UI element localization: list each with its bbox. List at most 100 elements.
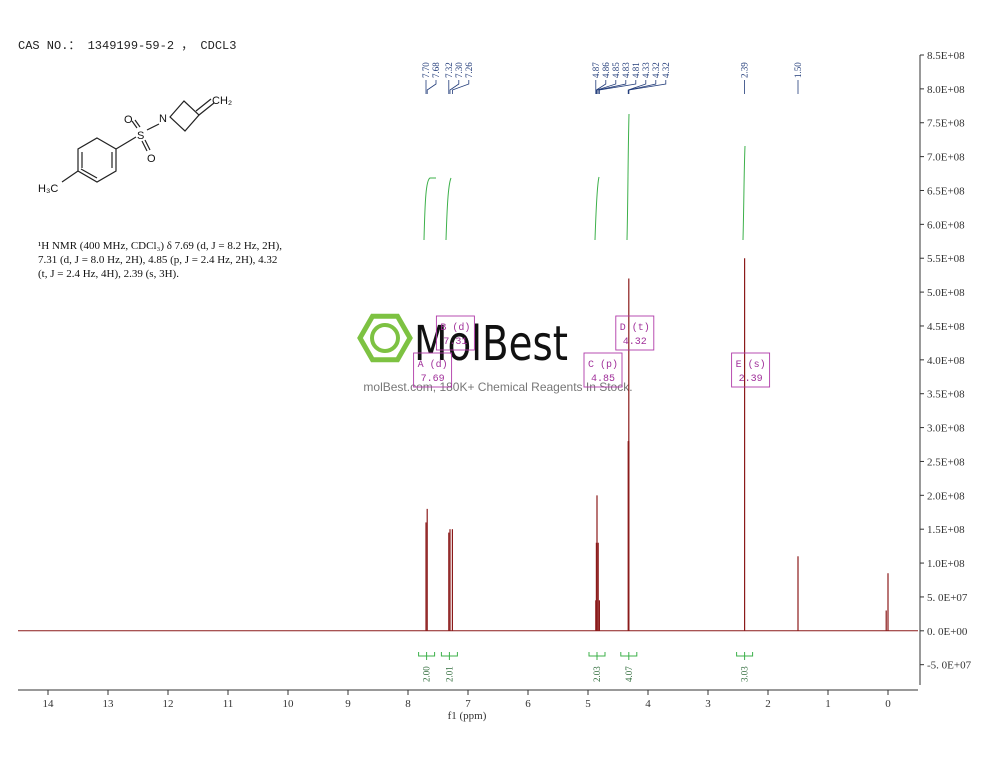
x-tick-label: 2 — [765, 698, 771, 710]
peak-label: 2.39 — [740, 62, 750, 78]
peak-label: 4.81 — [631, 62, 641, 78]
x-tick-label: 3 — [705, 698, 711, 710]
bond — [146, 123, 160, 131]
peak-label: 4.32 — [651, 62, 661, 78]
atom-label: S — [137, 130, 144, 142]
y-tick-label: 3.0E+08 — [927, 423, 965, 435]
y-tick-label: 1.0E+08 — [927, 558, 965, 570]
peak-connector — [627, 80, 647, 94]
x-axis-title: f1 (ppm) — [448, 710, 487, 722]
peak-connector — [449, 80, 460, 94]
y-tick-label: 7.0E+08 — [927, 152, 965, 164]
integral-bracket — [440, 652, 458, 660]
bond — [134, 119, 141, 128]
peak-connector — [452, 80, 470, 94]
atom-label: N — [159, 113, 167, 125]
integral-curve — [423, 177, 436, 241]
integral-label: 2.00 — [422, 666, 432, 682]
x-tick-label: 6 — [525, 698, 531, 710]
peak-connector — [596, 80, 617, 94]
y-tick-label: 5. 0E+07 — [927, 592, 968, 604]
peak-connector — [597, 80, 627, 94]
y-tick-label: 4.0E+08 — [927, 355, 965, 367]
multiplet-label: D (t) — [620, 322, 650, 334]
peak-label: 4.85 — [611, 62, 621, 78]
multiplet-label: B (d) — [440, 322, 470, 334]
y-tick-label: 2.5E+08 — [927, 456, 965, 468]
integral-curve — [445, 177, 452, 241]
atom-label: O — [124, 114, 133, 126]
peak-label: 7.70 — [421, 62, 431, 78]
y-tick-label: 7.5E+08 — [927, 118, 965, 130]
description-line: ¹H NMR (400 MHz, CDCl₃) δ 7.69 (d, J = 8… — [38, 240, 282, 252]
y-tick-label: 4.5E+08 — [927, 321, 965, 333]
x-tick-label: 11 — [223, 698, 234, 710]
multiplet-label: C (p) — [588, 359, 618, 371]
x-tick-label: 4 — [645, 698, 651, 710]
y-tick-label: 3.5E+08 — [927, 389, 965, 401]
y-tick-label: 6.0E+08 — [927, 219, 965, 231]
integral-curve — [594, 176, 600, 241]
peak-label: 4.87 — [591, 62, 601, 78]
bond — [144, 139, 151, 151]
y-tick-label: 1.5E+08 — [927, 524, 965, 536]
integral-label: 2.03 — [592, 666, 602, 682]
multiplet-label: E (s) — [736, 359, 766, 371]
atom-label: CH₂ — [212, 95, 232, 107]
peak-connector — [628, 80, 657, 94]
peak-connector — [596, 80, 607, 94]
bond — [198, 102, 215, 116]
cas-header: CAS NO.： 1349199-59-2 ， CDCL3 — [18, 39, 236, 53]
y-tick-label: 5.0E+08 — [927, 287, 965, 299]
multiplet-shift: 4.32 — [623, 337, 647, 348]
y-tick-label: 5.5E+08 — [927, 253, 965, 265]
description-line: (t, J = 2.4 Hz, 4H), 2.39 (s, 3H). — [38, 268, 179, 280]
x-tick-label: 7 — [465, 698, 471, 710]
x-tick-label: 5 — [585, 698, 591, 710]
logo-icon — [370, 323, 400, 353]
integral-curves — [423, 113, 746, 241]
benzene-ring — [77, 137, 117, 183]
peak-label: 4.86 — [601, 62, 611, 78]
multiplet-box — [435, 315, 475, 351]
bond — [80, 168, 98, 179]
multiplet-box — [583, 352, 623, 388]
peak-label: 7.32 — [444, 62, 454, 78]
integral-curve — [742, 145, 746, 241]
integral-label: 2.01 — [444, 666, 454, 682]
y-tick-label: 2.0E+08 — [927, 490, 965, 502]
bond — [141, 140, 148, 152]
multiplet-shift: 7.69 — [421, 374, 445, 385]
y-tick-label: 8.5E+08 — [927, 50, 965, 62]
watermark: MolBest molBest.com, 180K+ Chemical Reag… — [357, 313, 633, 394]
peak-label: 4.83 — [621, 62, 631, 78]
integral-curve — [626, 113, 630, 241]
integral-bracket — [588, 652, 606, 660]
integral-label: 3.03 — [740, 666, 750, 682]
peak-connector — [628, 80, 667, 94]
peak-label: 4.32 — [661, 62, 671, 78]
x-tick-label: 9 — [345, 698, 351, 710]
peak-label: 1.50 — [793, 62, 803, 78]
multiplet-shift: 2.39 — [739, 374, 763, 385]
bond — [195, 98, 212, 112]
y-tick-label: -5. 0E+07 — [927, 660, 972, 672]
peak-connector — [426, 80, 437, 94]
integral-label: 4.07 — [624, 666, 634, 682]
atom-label: H₃C — [38, 183, 58, 195]
tagline: molBest.com, 180K+ Chemical Reagents In … — [363, 380, 632, 394]
y-tick-label: 0. 0E+00 — [927, 626, 968, 638]
peak-label: 4.33 — [641, 62, 651, 78]
peak-label: 7.26 — [464, 62, 474, 78]
integral-bracket — [736, 652, 754, 660]
integral-bracket — [620, 652, 638, 660]
logo-icon — [357, 313, 413, 363]
peak-label: 7.30 — [454, 62, 464, 78]
multiplet-box — [615, 315, 655, 351]
x-tick-label: 14 — [43, 698, 55, 710]
multiplet-box — [413, 352, 453, 388]
x-tick-label: 8 — [405, 698, 411, 710]
multiplet-shift: 4.85 — [591, 374, 615, 385]
